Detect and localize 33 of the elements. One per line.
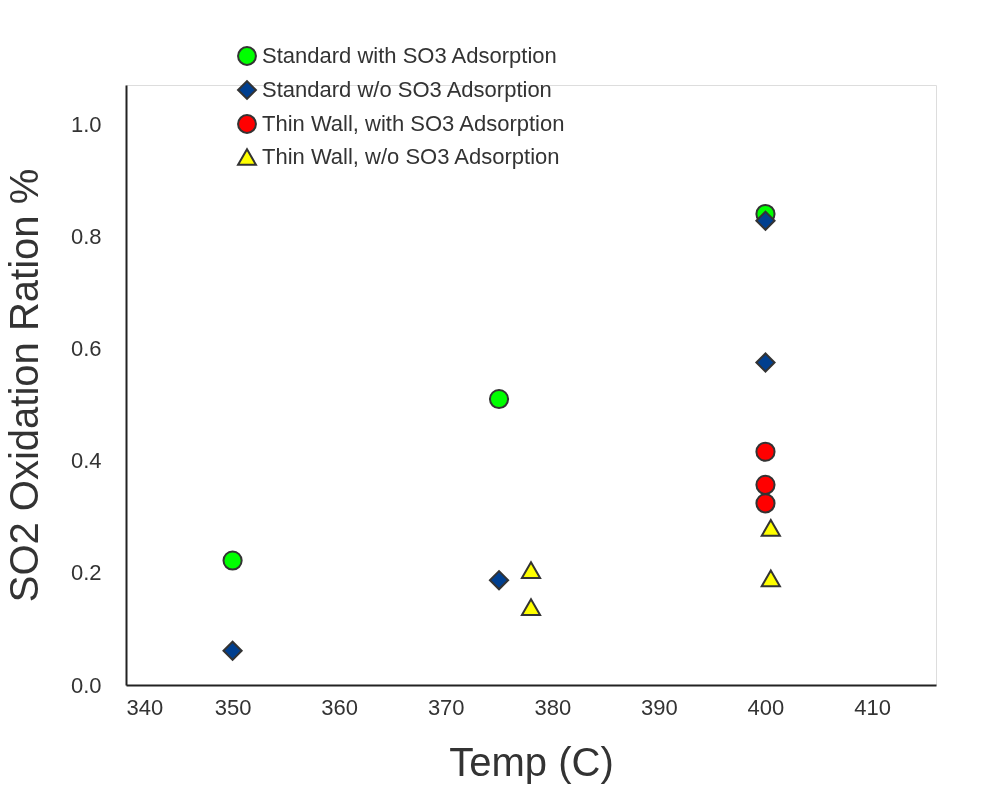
y-tick-label: 0.0	[70, 672, 102, 698]
point	[755, 474, 776, 495]
point	[222, 550, 243, 571]
point	[488, 570, 510, 591]
point	[755, 352, 776, 373]
y-tick-label: 0.4	[70, 448, 102, 474]
x-tick-label: 410	[854, 694, 891, 720]
point	[755, 210, 776, 231]
x-tick-label: 370	[427, 694, 465, 720]
y-axis-title: SO2 Oxidation Ration %	[1, 168, 46, 603]
legend-label: Thin Wall, with SO3 Adsorption	[262, 111, 565, 136]
y-tick-label: 1.0	[70, 111, 102, 137]
y-tick-label: 0.8	[70, 223, 102, 249]
x-tick-label: 350	[214, 694, 252, 720]
x-tick-label: 400	[747, 694, 785, 720]
point	[520, 598, 542, 616]
point	[755, 493, 776, 514]
point	[760, 519, 781, 537]
point	[222, 640, 243, 661]
x-tick-label: 360	[321, 694, 359, 720]
point	[755, 441, 776, 462]
y-tick-label: 0.6	[70, 336, 102, 362]
x-tick-label: 390	[641, 694, 678, 720]
point	[760, 569, 781, 588]
point	[488, 388, 510, 410]
legend-label: Standard with SO3 Adsorption	[262, 43, 557, 68]
x-tick-label: 380	[534, 694, 572, 720]
y-tick-label: 0.2	[70, 560, 102, 586]
legend-label: Standard w/o SO3 Adsorption	[262, 77, 552, 102]
legend-label: Thin Wall, w/o SO3 Adsorption	[262, 144, 560, 169]
x-tick-label: 340	[126, 694, 164, 720]
point	[520, 561, 542, 579]
x-axis-title: Temp (C)	[449, 739, 614, 784]
